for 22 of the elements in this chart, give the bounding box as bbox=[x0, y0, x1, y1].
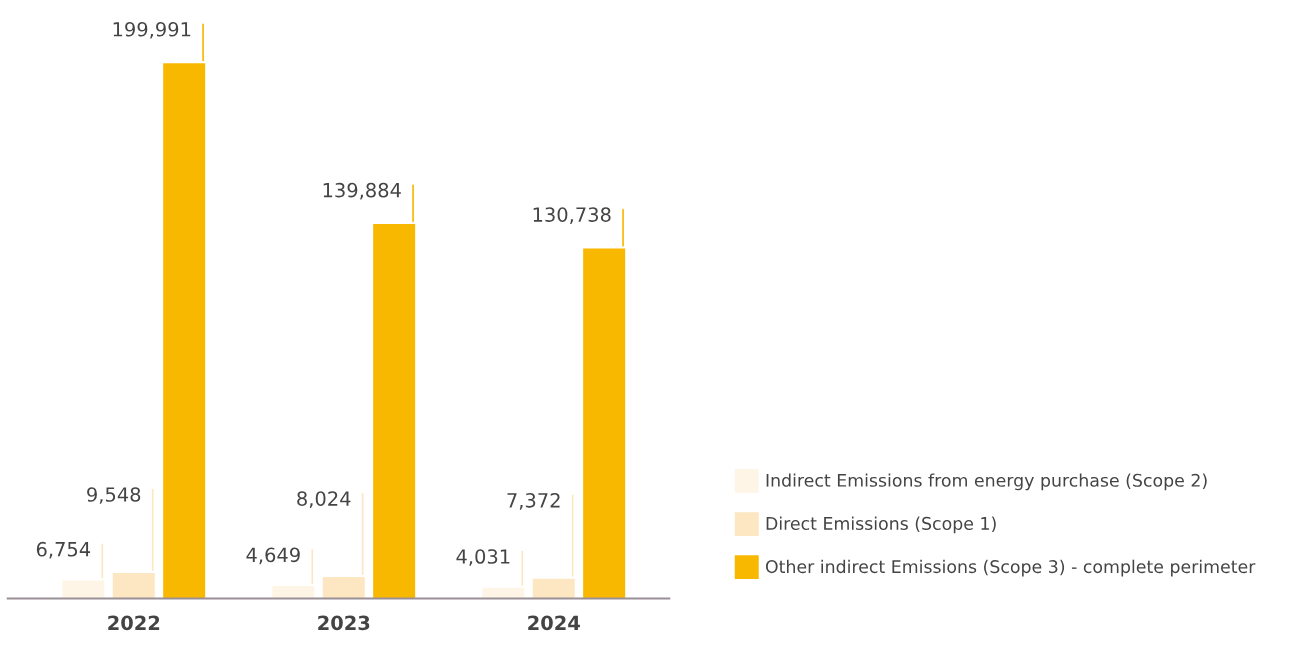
x-tick-label: 2022 bbox=[108, 615, 160, 631]
data-label: 8,024 bbox=[297, 491, 351, 508]
bar bbox=[62, 580, 105, 599]
x-tick-label: 2024 bbox=[528, 615, 580, 631]
bar bbox=[583, 248, 626, 599]
data-label: 6,754 bbox=[36, 541, 91, 559]
data-label: 139,884 bbox=[323, 182, 401, 200]
data-label: 130,738 bbox=[533, 207, 611, 224]
data-label: 199,991 bbox=[113, 21, 191, 39]
data-label: 9,548 bbox=[87, 487, 141, 504]
data-label: 7,372 bbox=[507, 492, 560, 510]
legend-label: Indirect Emissions from energy purchase (Scope 2) bbox=[766, 473, 1207, 491]
bar bbox=[112, 572, 155, 599]
data-label: 4,031 bbox=[456, 549, 510, 566]
data-label: 4,649 bbox=[246, 547, 300, 565]
bar bbox=[532, 578, 575, 599]
bar bbox=[163, 63, 206, 599]
bar bbox=[373, 224, 416, 599]
legend-label: Other indirect Emissions (Scope 3) - complete perimeter bbox=[765, 559, 1256, 577]
bar bbox=[322, 577, 365, 599]
legend-label: Direct Emissions (Scope 1) bbox=[766, 516, 996, 534]
x-tick-label: 2023 bbox=[318, 615, 370, 631]
